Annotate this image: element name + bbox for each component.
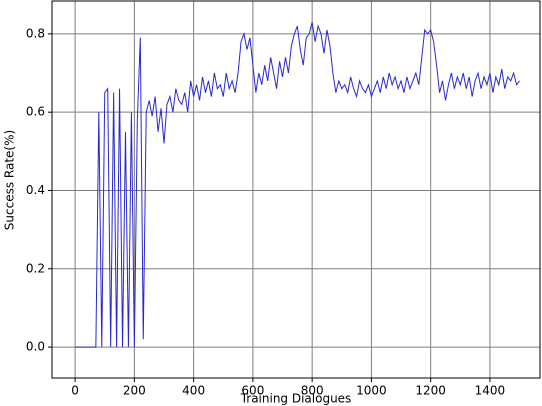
plot-frame: [51, 0, 541, 379]
y-tick-label: 0.2: [26, 261, 45, 275]
y-tick-label: 0.0: [26, 340, 45, 354]
y-tick-label: 0.6: [26, 105, 45, 119]
y-axis-label: Success Rate(%): [3, 130, 17, 230]
x-tick-label: 1200: [415, 384, 446, 398]
x-tick-label: 1000: [356, 384, 387, 398]
x-axis-label: Training Dialogues: [240, 392, 352, 406]
x-tick-label: 600: [241, 384, 264, 398]
x-tick-label: 200: [123, 384, 146, 398]
x-tick-label: 1400: [475, 384, 506, 398]
y-tick-label: 0.4: [26, 183, 45, 197]
y-tick-label: 0.8: [26, 26, 45, 40]
x-tick-label: 400: [182, 384, 205, 398]
x-tick-label: 800: [301, 384, 324, 398]
data-line: [75, 22, 520, 348]
x-tick-label: 0: [71, 384, 79, 398]
